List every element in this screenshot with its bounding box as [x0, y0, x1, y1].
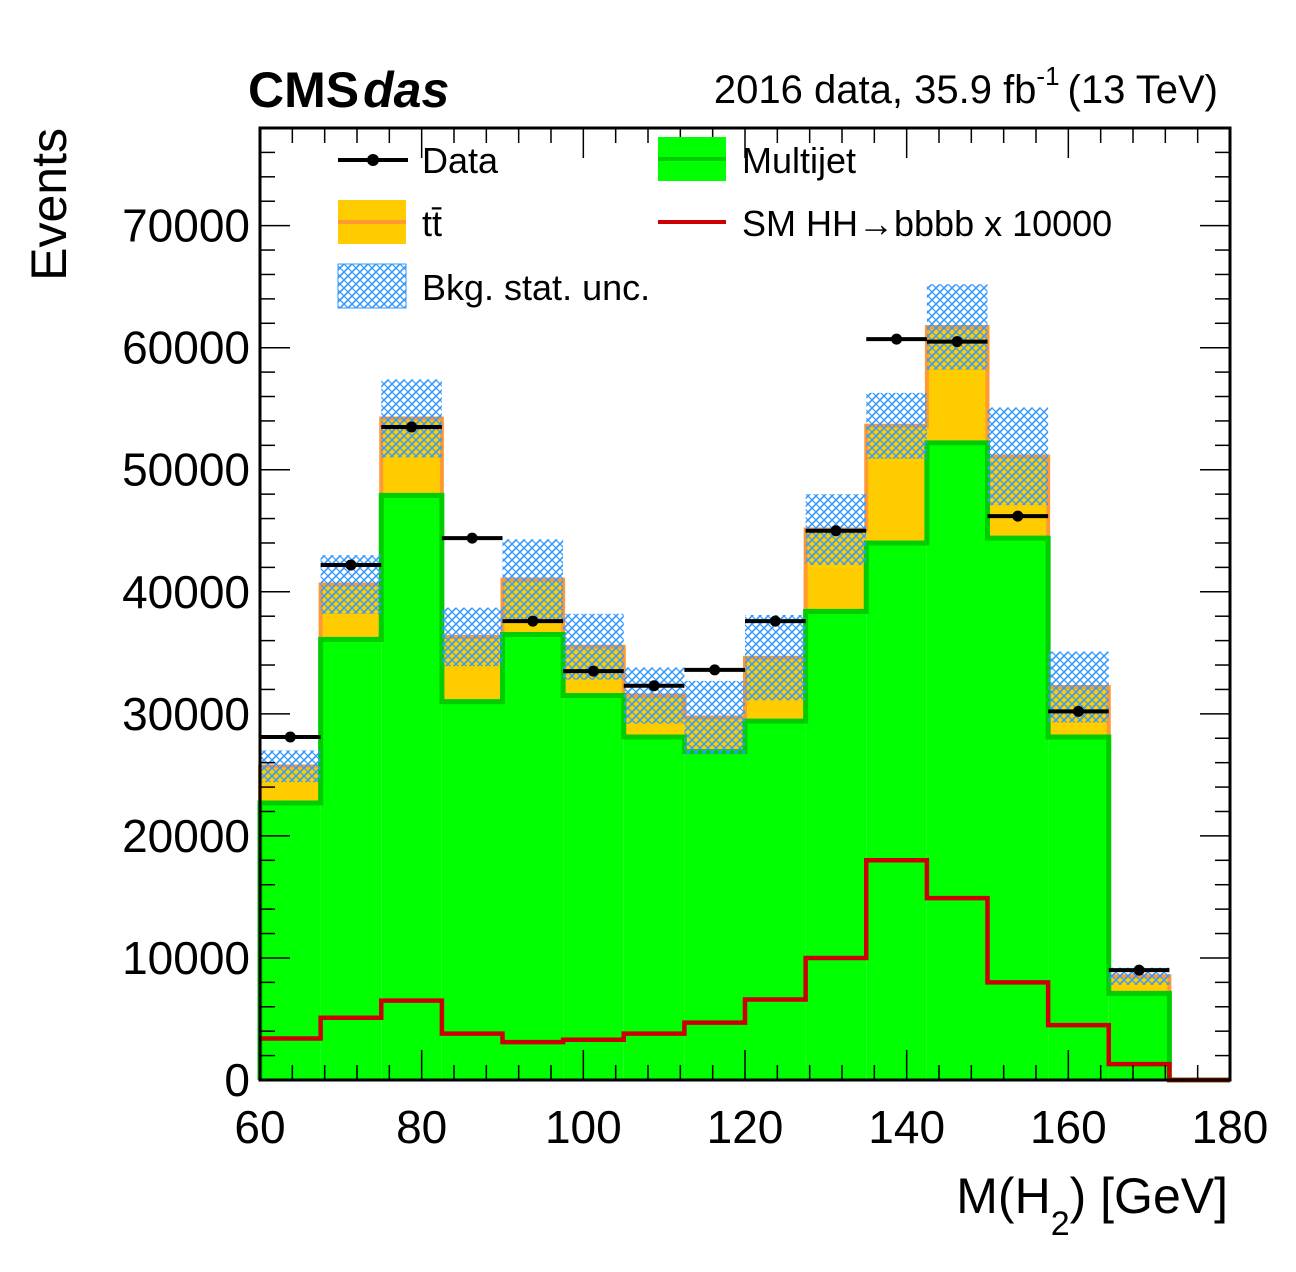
data-point: [648, 680, 660, 692]
data-point: [1133, 964, 1145, 976]
cms-label: CMSdas: [248, 62, 449, 118]
multijet-bar: [381, 495, 442, 1080]
y-tick-label: 40000: [122, 566, 250, 618]
legend-entry-data: Data: [338, 140, 499, 181]
data-point: [830, 525, 842, 537]
legend-unc-label: Bkg. stat. unc.: [422, 267, 650, 308]
multijet-bar: [563, 695, 624, 1080]
legend-entry-unc: Bkg. stat. unc.: [337, 263, 650, 309]
multijet-bar: [1048, 737, 1109, 1080]
y-tick-label: 60000: [122, 322, 250, 374]
multijet-bar: [623, 737, 685, 1080]
uncertainty-bin: [745, 614, 806, 701]
y-axis-title: Events: [21, 128, 77, 281]
legend-entry-multijet: Multijet: [658, 137, 856, 181]
multijet-bar: [502, 634, 564, 1080]
multijet-bar: [987, 538, 1049, 1080]
lumi-label: 2016 data, 35.9 fb-1 (13 TeV): [714, 61, 1218, 112]
multijet-bar: [260, 802, 321, 1080]
uncertainty-bin: [381, 379, 442, 458]
tick-labels: 60 80 100 120 140 160 180 0 10000 20000 30000 40000…: [122, 200, 1268, 1153]
legend-signal-label: SM HH→bbbb x 10000: [742, 203, 1112, 244]
y-tick-label: 10000: [122, 932, 250, 984]
uncertainty-bin: [623, 667, 685, 724]
x-tick-label: 120: [707, 1101, 784, 1153]
uncertainty-bin: [684, 680, 745, 755]
data-points: [260, 333, 1170, 976]
x-tick-label: 140: [868, 1101, 945, 1153]
data-point: [345, 559, 357, 571]
uncertainty-bin: [926, 284, 988, 370]
multijet-bar: [441, 701, 503, 1080]
y-tick-label: 50000: [122, 444, 250, 496]
data-point: [709, 664, 721, 676]
energy-label: (13 TeV): [1068, 68, 1218, 112]
cms-suffix: das: [363, 62, 449, 118]
x-tick-label: 100: [545, 1101, 622, 1153]
legend-entry-ttbar: tt̄: [338, 200, 442, 244]
uncertainty-bin: [502, 539, 564, 620]
y-tick-label: 30000: [122, 688, 250, 740]
data-point: [891, 333, 903, 345]
legend-data-marker: [367, 154, 379, 166]
data-point: [284, 731, 296, 743]
x-tick-label: 160: [1030, 1101, 1107, 1153]
data-point: [406, 421, 418, 433]
y-tick-label: 70000: [122, 200, 250, 252]
data-point: [587, 665, 599, 677]
uncertainty-bin: [260, 750, 321, 783]
y-tick-label: 0: [224, 1054, 250, 1106]
lumi-exponent: -1: [1036, 61, 1059, 91]
multijet-bar: [684, 751, 745, 1080]
multijet-bar: [320, 639, 382, 1080]
x-tick-label: 80: [396, 1101, 447, 1153]
uncertainty-bin: [866, 392, 927, 459]
uncertainty-bin: [987, 407, 1049, 506]
legend-multijet-label: Multijet: [742, 140, 856, 181]
signal-curve: [260, 858, 1230, 1083]
y-tick-label: 20000: [122, 810, 250, 862]
signal-line: [260, 858, 1230, 1083]
data-point: [951, 336, 963, 348]
x-axis-title: M(H2) [GeV]: [956, 1168, 1228, 1243]
multijet-bar: [926, 442, 988, 1080]
data-point: [527, 615, 539, 627]
x-tick-label: 180: [1192, 1101, 1269, 1153]
x-axis-title-tail: ) [GeV]: [1070, 1168, 1228, 1224]
x-axis-title-sub: 2: [1051, 1205, 1070, 1243]
x-tick-label: 60: [234, 1101, 285, 1153]
multijet-bar: [745, 721, 806, 1080]
data-point: [466, 532, 478, 544]
data-point: [1072, 705, 1084, 717]
legend-entry-signal: SM HH→bbbb x 10000: [658, 203, 1112, 244]
legend-data-label: Data: [422, 140, 499, 181]
axes-ticks: [259, 127, 1231, 1081]
data-point: [1012, 510, 1024, 522]
multijet-bar: [1108, 993, 1170, 1080]
legend-ttbar-label: tt̄: [422, 203, 442, 244]
legend-unc-swatch: [337, 263, 407, 309]
data-point: [769, 615, 781, 627]
uncertainty-bin: [441, 607, 503, 667]
multijet-bar: [866, 542, 927, 1080]
multijet-bar: [805, 611, 867, 1080]
legend: Data Multijet tt̄ SM HH→bbbb x 10000 Bkg…: [337, 137, 1112, 309]
